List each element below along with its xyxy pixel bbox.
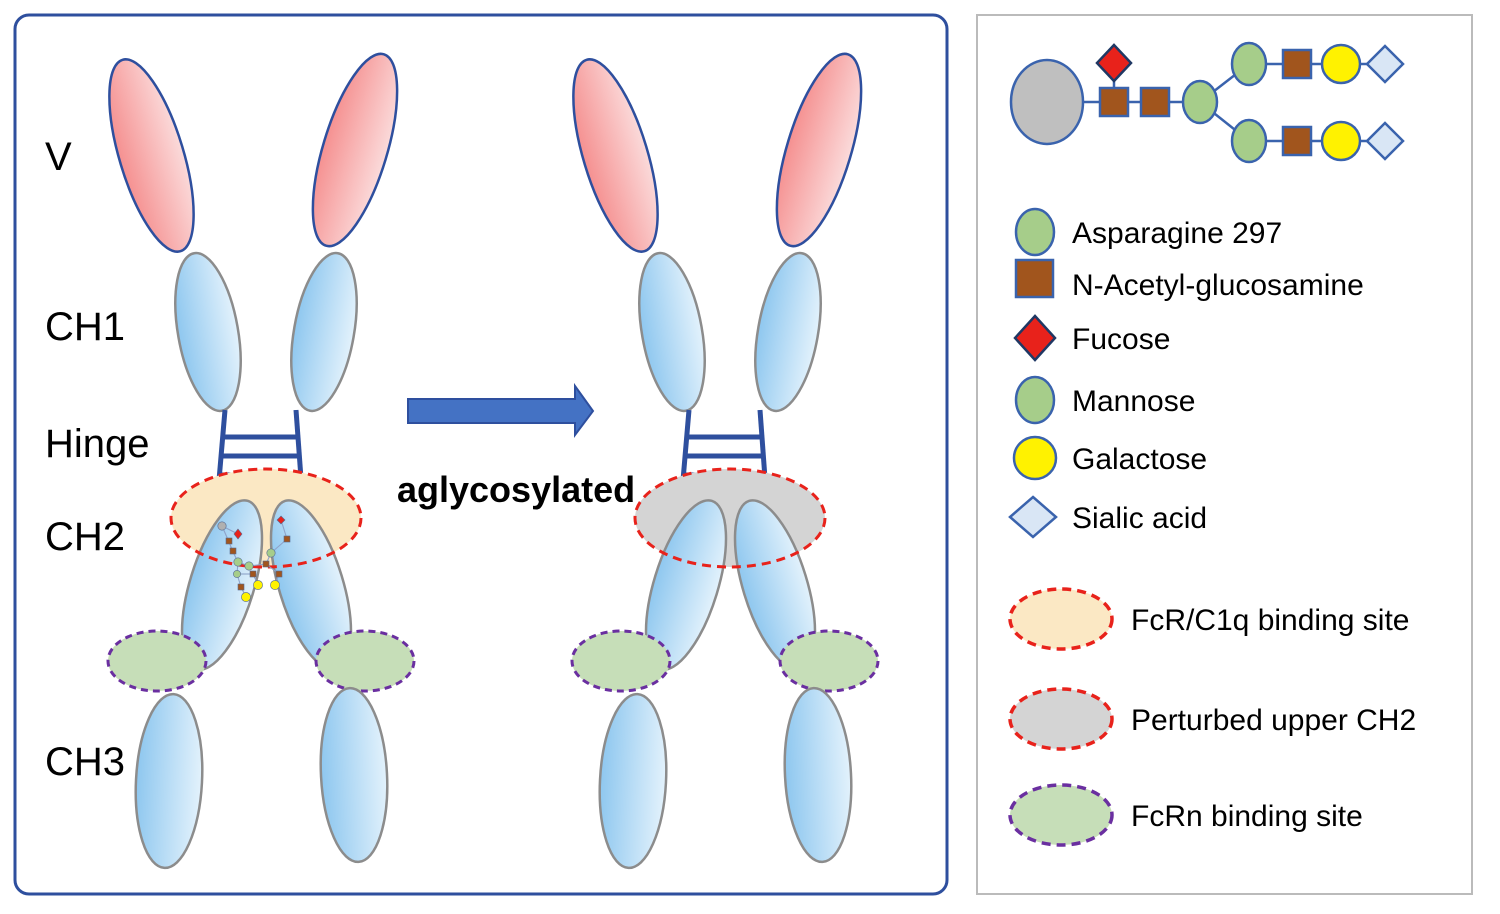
svg-text:Fucose: Fucose bbox=[1072, 323, 1170, 356]
svg-text:Mannose: Mannose bbox=[1072, 385, 1195, 418]
svg-text:Sialic acid: Sialic acid bbox=[1072, 502, 1207, 535]
svg-text:Perturbed upper CH2: Perturbed upper CH2 bbox=[1131, 704, 1416, 737]
svg-text:Hinge: Hinge bbox=[45, 422, 150, 466]
svg-text:FcR/C1q binding site: FcR/C1q binding site bbox=[1131, 604, 1409, 637]
svg-text:FcRn binding site: FcRn binding site bbox=[1131, 800, 1363, 833]
svg-text:CH3: CH3 bbox=[45, 740, 125, 784]
svg-text:aglycosylated: aglycosylated bbox=[397, 469, 635, 510]
svg-text:V: V bbox=[45, 135, 72, 179]
svg-text:CH2: CH2 bbox=[45, 515, 125, 559]
svg-text:Asparagine 297: Asparagine 297 bbox=[1072, 217, 1282, 250]
svg-text:Galactose: Galactose bbox=[1072, 443, 1207, 476]
svg-text:N-Acetyl-glucosamine: N-Acetyl-glucosamine bbox=[1072, 269, 1364, 302]
svg-text:CH1: CH1 bbox=[45, 305, 125, 349]
